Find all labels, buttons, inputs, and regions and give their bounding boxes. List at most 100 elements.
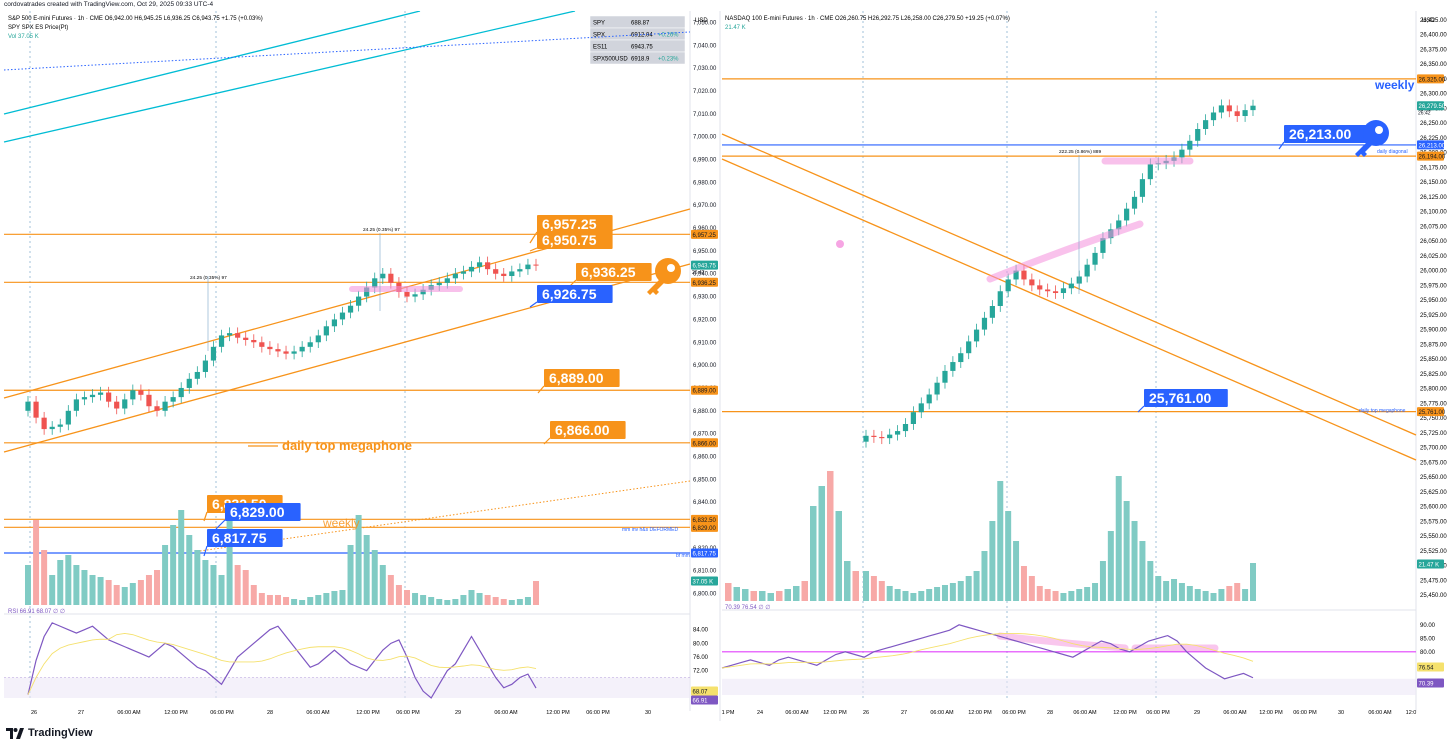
left-volume-bar xyxy=(347,545,354,605)
right-candle-body xyxy=(871,435,877,437)
left-volume-bar xyxy=(363,535,370,605)
right-y-tick: 25,750.00 xyxy=(1420,416,1447,422)
left-volume-bar xyxy=(460,595,467,605)
left-candle-body xyxy=(146,394,152,407)
cyan-trendline-upper xyxy=(3,11,421,115)
blue-key-icon-shaft xyxy=(1355,140,1374,157)
callout-25761-text: 25,761.00 xyxy=(1149,390,1211,406)
right-volume-bar xyxy=(1020,566,1027,601)
left-y-tick: 6,810.00 xyxy=(693,569,717,575)
left-candle-body xyxy=(138,390,144,395)
right-x-tick: 29 xyxy=(1194,710,1200,716)
left-candle-body xyxy=(339,312,346,320)
right-level-badge-3-box xyxy=(1417,407,1444,417)
left-measure-1: 24.25 (0.35%) 97 xyxy=(190,275,227,281)
left-volume-badge-text: 37.05 K xyxy=(693,580,714,586)
left-x-tick: 06:00 PM xyxy=(210,710,234,716)
left-level-badge-2-text: 6,889.00 xyxy=(693,389,717,395)
left-x-tick: 06:00 AM xyxy=(306,710,330,716)
left-volume-bar xyxy=(266,595,273,605)
right-volume-bar xyxy=(886,586,893,601)
right-y-tick: 25,450.00 xyxy=(1420,593,1447,599)
right-rsi-badge-1-box xyxy=(1417,662,1444,672)
left-volume-bar xyxy=(428,597,435,605)
right-volume-bar xyxy=(1052,591,1059,601)
left-candle-body xyxy=(33,401,39,418)
blue-key-icon[interactable] xyxy=(1355,120,1389,157)
right-volume-bar-early xyxy=(742,589,749,601)
right-candle-body xyxy=(1124,208,1130,221)
right-volume-bar xyxy=(1178,583,1185,601)
left-unit-label: USD xyxy=(695,18,708,24)
right-volume-bar xyxy=(1210,593,1217,601)
left-header-subtitle: SPY SPX ES Price(Pt) xyxy=(8,25,68,31)
left-volume-bar xyxy=(121,587,128,605)
watchlist-price: 6918.9 xyxy=(631,57,650,63)
right-volume-bar xyxy=(878,581,885,601)
left-y-tick: 7,040.00 xyxy=(693,43,717,49)
right-candle-body xyxy=(1218,105,1225,113)
left-candle-body xyxy=(243,337,249,340)
watchlist-row xyxy=(589,51,686,65)
tradingview-logo[interactable]: TradingView xyxy=(6,726,93,740)
right-candle-body xyxy=(1187,140,1193,150)
watchlist-price: 6912.04 xyxy=(631,33,653,39)
right-candle-body xyxy=(1116,220,1122,230)
left-level-badge-3-box xyxy=(691,438,718,448)
right-volume-bar xyxy=(1171,579,1178,601)
callout-6957-pointer xyxy=(529,231,538,244)
right-candle-body xyxy=(879,436,885,439)
right-candle-body xyxy=(989,306,995,318)
right-volume-bar xyxy=(1147,561,1154,601)
left-rsi-badge-1-box xyxy=(691,686,718,696)
right-volume-bar xyxy=(1234,583,1241,601)
right-x-tick: 12:00 PM xyxy=(1113,710,1137,716)
right-volume-bar-early xyxy=(750,591,757,601)
right-y-tick: 25,975.00 xyxy=(1420,283,1447,289)
right-y-tick: 26,175.00 xyxy=(1420,165,1447,171)
callout-6817-text: 6,817.75 xyxy=(212,530,267,546)
right-candle-body xyxy=(926,394,932,404)
left-y-tick: 7,010.00 xyxy=(693,112,717,118)
right-volume-bar xyxy=(1028,576,1035,601)
right-y-tick: 25,700.00 xyxy=(1420,446,1447,452)
left-candle-body xyxy=(259,342,265,347)
right-volume-bar-early xyxy=(810,506,817,601)
right-candle-body xyxy=(1100,238,1106,253)
right-x-tick: 27 xyxy=(901,710,907,716)
right-x-tick: 06:00 PM xyxy=(1293,710,1317,716)
right-y-tick: 26,100.00 xyxy=(1420,210,1447,216)
callout-26213-text: 26,213.00 xyxy=(1289,126,1351,142)
left-volume-bar xyxy=(403,590,410,605)
left-volume-bar xyxy=(41,550,48,605)
right-y-tick: 25,550.00 xyxy=(1420,534,1447,540)
left-volume-bar xyxy=(315,595,322,605)
watchlist-table[interactable]: SPY 688.87 SPX 6912.04 +0.26% ES11 6943.75SPX5… xyxy=(589,15,686,65)
right-candle-body xyxy=(1203,120,1209,129)
right-vol-label: 21.47 K xyxy=(725,25,746,31)
left-level-badge-0-text: 6,957.25 xyxy=(693,233,717,239)
right-volume-bar-early xyxy=(725,583,732,601)
right-volume-bar-early xyxy=(776,591,783,601)
left-vol-label: Vol 37.05 K xyxy=(8,34,39,40)
charts-canvas[interactable]: S&P 500 E-mini Futures · 1h · CME O6,942… xyxy=(0,11,1456,721)
right-candle-body xyxy=(1179,149,1185,158)
orange-key-icon-hole xyxy=(667,264,675,272)
left-level-badge-0-box xyxy=(691,229,718,239)
right-volume-bar xyxy=(902,591,909,601)
left-volume-bar xyxy=(57,560,64,605)
orange-key-icon[interactable] xyxy=(647,258,681,295)
left-volume-badge-box xyxy=(691,576,718,586)
left-volume-bar xyxy=(444,600,451,605)
left-volume-bar xyxy=(178,510,185,605)
right-y-tick: 26,000.00 xyxy=(1420,269,1447,275)
right-y-tick: 25,950.00 xyxy=(1420,298,1447,304)
callout-6866-pointer xyxy=(543,437,551,445)
left-volume-bar xyxy=(371,550,378,605)
right-candle-body xyxy=(1092,252,1098,265)
left-candle-body xyxy=(436,282,442,286)
right-volume-badge-box xyxy=(1417,559,1444,569)
left-candle-body xyxy=(420,289,426,295)
callout-6936-box xyxy=(576,263,652,281)
left-volume-bar xyxy=(210,565,217,605)
